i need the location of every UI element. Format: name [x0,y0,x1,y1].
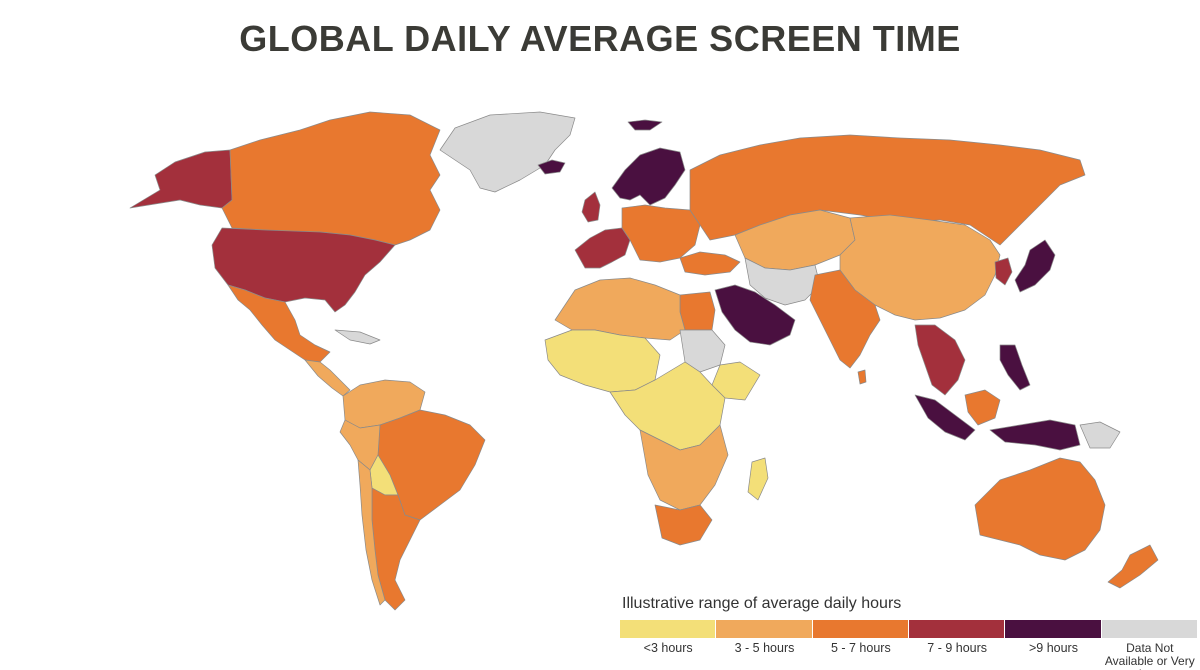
legend-title: Illustrative range of average daily hour… [622,595,902,612]
region-canada [221,111,441,246]
region-papua [1079,421,1121,449]
legend-swatch-lt3 [620,620,717,638]
region-indonesia-west [914,394,976,441]
legend-label-3-5: 3 - 5 hours [734,641,795,655]
legend-swatch-7-9 [908,620,1006,638]
region-southeast-asia [914,324,966,396]
region-new-zealand [1107,544,1159,589]
region-alaska [129,149,233,209]
region-egypt [679,291,716,331]
region-korea [994,257,1013,286]
legend-swatch-na [1101,620,1198,638]
region-western-europe [574,227,631,269]
legend-swatch-3-5 [716,620,813,638]
legend-label-7-9: 7 - 9 hours [927,641,988,655]
region-indonesia-east [989,419,1081,451]
region-sri-lanka [857,369,867,385]
region-southern-africa [639,424,729,511]
legend-label-gt9: >9 hours [1028,641,1078,655]
region-south-africa [654,504,713,546]
region-china [839,214,1001,321]
region-japan [1014,239,1056,293]
region-central-europe [621,204,701,263]
legend-label-lt3: <3 hours [643,641,693,655]
region-svalbard [627,119,663,131]
legend-color-bar [620,620,1198,638]
legend-label-5-7: 5 - 7 hours [830,641,891,655]
region-borneo [964,389,1001,426]
region-madagascar [747,457,769,501]
legend-labels: <3 hours 3 - 5 hours 5 - 7 hours 7 - 9 h… [620,642,1198,670]
region-australia [974,457,1106,561]
region-philippines [999,344,1031,391]
region-saudi-arabia [714,284,796,346]
region-greenland [439,111,576,193]
region-chile [357,459,386,606]
region-caribbean [334,329,381,345]
region-mexico [227,284,331,363]
legend-swatch-5-7 [812,620,909,638]
region-india [809,269,881,369]
region-uk [581,191,601,223]
legend-swatch-gt9 [1005,620,1102,638]
region-iceland [537,159,566,175]
region-west-africa [544,329,661,393]
page-title: GLOBAL DAILY AVERAGE SCREEN TIME [239,18,961,59]
legend-label-na: Data Not Available or Very Low [1104,641,1195,670]
region-turkey [679,251,741,276]
region-central-america [304,359,351,397]
region-scandinavia [611,147,686,206]
